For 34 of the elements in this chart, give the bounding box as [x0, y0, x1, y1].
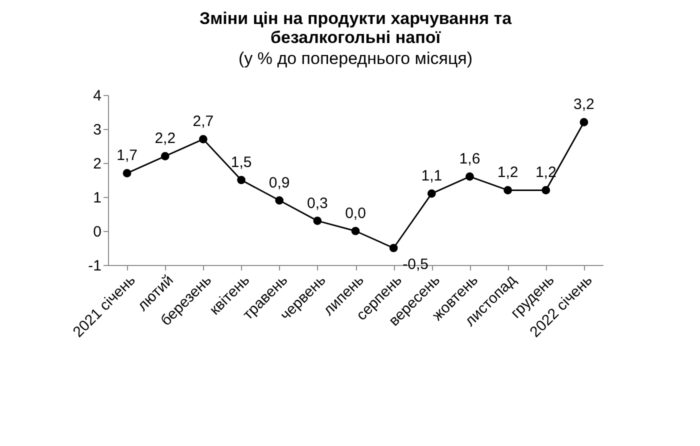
data-label: 0,3	[306, 194, 328, 212]
data-label: 0,0	[345, 205, 366, 222]
point	[237, 176, 246, 184]
point	[427, 189, 436, 198]
data-label: 1,6	[459, 150, 480, 168]
y-tick-label: 2	[93, 156, 102, 172]
data-label: 1,2	[497, 164, 518, 182]
point	[199, 135, 208, 144]
data-label: -0,5	[402, 256, 429, 273]
y-tick-label: 0	[93, 224, 102, 240]
y-tick-label: 3	[93, 122, 102, 138]
point	[122, 169, 132, 178]
point	[313, 216, 322, 225]
y-tick-label: 1	[93, 190, 102, 206]
point	[351, 226, 360, 236]
data-label: 1,1	[421, 168, 442, 185]
chart-title: Зміни цін на продукти харчування та безалкогольні напої	[199, 9, 512, 47]
data-label: 3,2	[574, 96, 594, 114]
data-label: 1,5	[230, 154, 252, 171]
point	[504, 186, 512, 194]
data-label: 1,7	[116, 147, 138, 164]
point	[160, 152, 170, 160]
y-tick-label: -1	[88, 258, 102, 274]
data-label: 0,9	[268, 174, 290, 192]
point	[542, 186, 550, 194]
point	[466, 172, 474, 181]
point	[580, 118, 588, 126]
data-label: 2,7	[192, 113, 214, 130]
point	[389, 244, 398, 252]
data-label: 1,2	[535, 164, 556, 182]
chart-subtitle: (у % до попереднього місяця)	[238, 49, 473, 68]
point	[275, 196, 284, 205]
y-tick-label: 4	[93, 88, 102, 104]
data-label: 2,2	[154, 130, 176, 148]
